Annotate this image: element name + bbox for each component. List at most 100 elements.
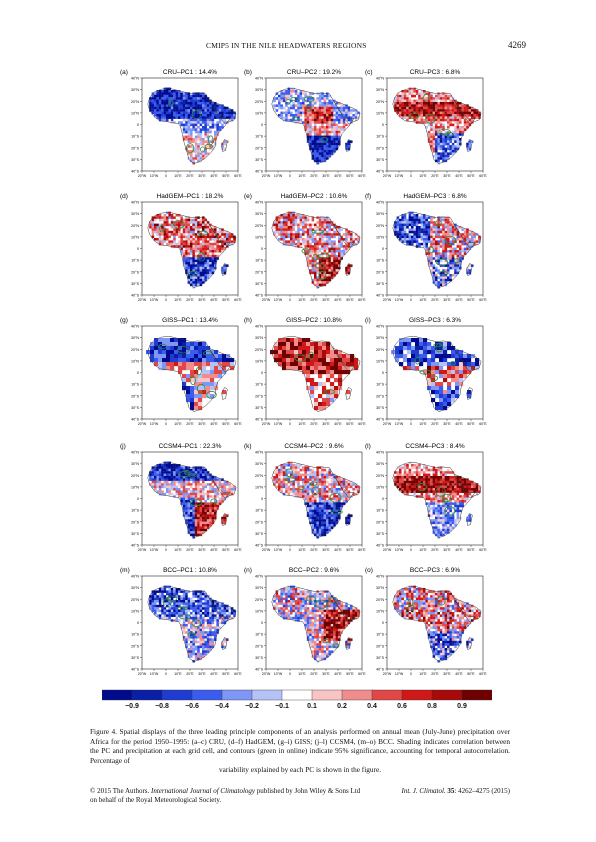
lon-tick-label: 20°E bbox=[431, 548, 439, 552]
significance-contour bbox=[162, 598, 172, 608]
lat-tick-label: 0 bbox=[137, 123, 139, 127]
panel-title: CRU–PC2 : 19.2% bbox=[287, 69, 341, 76]
panel-letter: (e) bbox=[244, 193, 252, 200]
significance-contour bbox=[202, 350, 213, 356]
lat-tick-label: 0 bbox=[137, 371, 139, 375]
lon-tick-label: 30°E bbox=[198, 298, 206, 302]
significance-contour bbox=[190, 375, 196, 386]
significance-contour bbox=[332, 643, 340, 649]
lat-tick-label: 40°N bbox=[376, 201, 384, 205]
significance-contour bbox=[158, 343, 167, 350]
lon-tick-label: 10°W bbox=[274, 672, 283, 676]
lon-tick-label: 0 bbox=[410, 174, 412, 178]
lat-tick-label: 10°S bbox=[255, 259, 263, 263]
madagascar-coastline bbox=[221, 139, 228, 152]
lon-tick-label: 10°E bbox=[174, 174, 182, 178]
significance-contour bbox=[208, 135, 214, 146]
lat-tick-label: 40°N bbox=[376, 325, 384, 329]
lon-tick-label: 20°W bbox=[383, 548, 392, 552]
lat-tick-label: 30°S bbox=[255, 656, 263, 660]
significance-contour bbox=[187, 632, 197, 637]
lat-tick-label: 20°N bbox=[376, 224, 384, 228]
significance-contour bbox=[200, 146, 206, 153]
lat-tick-label: 10°S bbox=[376, 259, 384, 263]
lat-tick-label: 40°S bbox=[255, 170, 263, 174]
significance-contour bbox=[417, 482, 427, 492]
significance-contour bbox=[318, 270, 326, 280]
lon-tick-label: 30°E bbox=[322, 174, 330, 178]
africa-coastline bbox=[271, 211, 355, 288]
lon-tick-label: 10°W bbox=[274, 174, 283, 178]
lon-tick-label: 40°E bbox=[210, 174, 218, 178]
significance-contour bbox=[177, 606, 189, 611]
lat-tick-label: 20°S bbox=[255, 644, 263, 648]
lat-tick-label: 20°N bbox=[131, 224, 139, 228]
lon-tick-label: 10°W bbox=[274, 298, 283, 302]
lon-tick-label: 40°E bbox=[455, 174, 463, 178]
lat-tick-label: 0 bbox=[261, 621, 263, 625]
panel-d: (d) HadGEM–PC1 : 18.2% 40°N 30°N 20°N 10°N 0 10… bbox=[120, 193, 242, 302]
lat-tick-label: 40°S bbox=[131, 544, 139, 548]
lat-tick-label: 40°S bbox=[255, 294, 263, 298]
colorbar-swatch bbox=[281, 689, 313, 701]
lon-tick-label: 0 bbox=[410, 422, 412, 426]
lat-tick-label: 10°N bbox=[255, 359, 263, 363]
lon-tick-label: 50°E bbox=[346, 174, 354, 178]
colorbar-swatch bbox=[311, 689, 343, 701]
lon-tick-label: 60°E bbox=[479, 672, 487, 676]
lon-tick-label: 10°W bbox=[150, 548, 159, 552]
lon-tick-label: 30°E bbox=[322, 298, 330, 302]
africa-coastline bbox=[147, 87, 231, 164]
madagascar-coastline bbox=[221, 637, 228, 650]
correlation-field bbox=[270, 338, 359, 411]
lat-tick-label: 20°N bbox=[255, 100, 263, 104]
lat-tick-label: 20°N bbox=[255, 474, 263, 478]
lat-tick-label: 10°N bbox=[376, 485, 384, 489]
significance-contour bbox=[449, 361, 457, 366]
colorbar-label: 0.1 bbox=[307, 703, 317, 710]
panel-letter: (n) bbox=[244, 567, 252, 574]
lat-tick-label: 10°S bbox=[255, 383, 263, 387]
lat-tick-label: 20°S bbox=[131, 394, 139, 398]
panel-a: (a) CRU–PC1 : 14.4% 40°N 30°N 20°N 10°N 0 10°S 2… bbox=[120, 69, 242, 178]
lon-tick-label: 10°E bbox=[174, 422, 182, 426]
lat-tick-label: 30°S bbox=[131, 656, 139, 660]
lon-tick-label: 60°E bbox=[234, 672, 242, 676]
correlation-field bbox=[273, 87, 360, 165]
significance-contour bbox=[308, 351, 314, 360]
madagascar-coastline bbox=[466, 387, 473, 400]
lat-tick-label: 40°S bbox=[376, 668, 384, 672]
lon-tick-label: 10°W bbox=[395, 174, 404, 178]
lon-tick-label: 30°E bbox=[198, 548, 206, 552]
lon-tick-label: 10°E bbox=[298, 174, 306, 178]
lon-tick-label: 10°E bbox=[419, 298, 427, 302]
lat-tick-label: 10°N bbox=[131, 485, 139, 489]
madagascar-coastline bbox=[221, 387, 228, 400]
correlation-field bbox=[149, 461, 236, 539]
colorbar-labels: −0.9 −0.8 −0.6 −0.4 −0.2 −0.1 0.1 0.2 0.4 0.6 0.8 0… bbox=[102, 703, 492, 715]
africa-coastline bbox=[392, 461, 476, 538]
lat-tick-label: 0 bbox=[137, 497, 139, 501]
significance-contour bbox=[444, 235, 456, 246]
africa-coastline bbox=[147, 335, 231, 412]
arabia-coastline bbox=[208, 597, 237, 622]
panel-letter: (a) bbox=[120, 69, 128, 76]
lat-tick-label: 20°N bbox=[255, 224, 263, 228]
arabia-coastline bbox=[332, 597, 361, 622]
lat-tick-label: 40°S bbox=[131, 294, 139, 298]
significance-contour bbox=[285, 468, 294, 478]
significance-contour bbox=[309, 481, 318, 486]
lon-tick-label: 60°E bbox=[358, 672, 366, 676]
lat-tick-label: 30°S bbox=[376, 282, 384, 286]
madagascar-coastline bbox=[466, 513, 473, 526]
lon-tick-label: 20°W bbox=[138, 548, 147, 552]
lat-tick-label: 30°S bbox=[376, 406, 384, 410]
significance-contour bbox=[407, 604, 415, 612]
lon-tick-label: 50°E bbox=[222, 174, 230, 178]
lon-tick-label: 0 bbox=[289, 298, 291, 302]
arabia-coastline bbox=[453, 597, 482, 622]
lat-tick-label: 20°S bbox=[255, 394, 263, 398]
lon-tick-label: 0 bbox=[410, 548, 412, 552]
lat-tick-label: 30°S bbox=[376, 158, 384, 162]
significance-contour bbox=[330, 509, 343, 515]
